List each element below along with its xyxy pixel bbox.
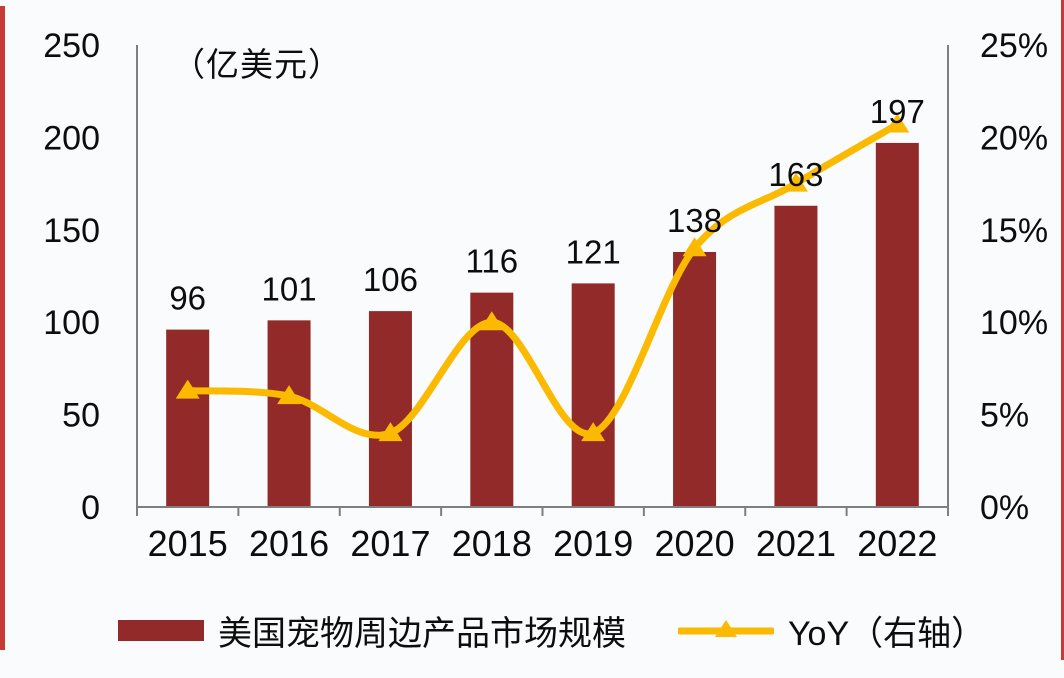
yoy-marker-2021	[783, 172, 808, 192]
bar-data-label-2020: 138	[667, 202, 722, 239]
yoy-marker-2015	[175, 379, 200, 399]
yoy-marker-2017	[378, 422, 403, 442]
bar-data-label-2021: 163	[768, 156, 823, 193]
x-axis-label-2016: 2016	[249, 523, 329, 564]
legend: 美国宠物周边产品市场规模 YoY（右轴）	[0, 608, 1064, 653]
left-border-strip	[0, 6, 5, 650]
x-axis-label-2022: 2022	[857, 523, 937, 564]
left-axis-tick-label-200: 200	[43, 119, 100, 157]
bar-data-label-2016: 101	[262, 270, 317, 307]
yoy-marker-2018	[479, 311, 504, 331]
yoy-marker-2016	[277, 385, 302, 405]
combo-bar-line-chart: 0 50 100 150 200 250 0% 5% 10% 15% 20% 25% 2015 2016 2…	[43, 27, 1048, 564]
bar-2022	[875, 142, 919, 507]
bar-data-label-2022: 197	[870, 93, 925, 130]
left-axis-tick-label-0: 0	[81, 489, 100, 527]
x-axis-label-2020: 2020	[655, 523, 735, 564]
left-axis-tick-label-100: 100	[43, 304, 100, 342]
right-axis-tick-label-0%: 0%	[980, 489, 1029, 527]
right-axis-tick-label-5%: 5%	[980, 397, 1029, 435]
bar-data-label-2018: 116	[466, 243, 519, 280]
x-axis-label-2019: 2019	[553, 523, 633, 564]
bar-data-label-2019: 121	[566, 233, 621, 270]
yoy-marker-2022	[885, 113, 910, 133]
line-series-swatch	[678, 620, 774, 637]
bar-2021	[774, 205, 818, 507]
bar-series-swatch	[118, 619, 204, 641]
right-axis-tick-label-25%: 25%	[980, 27, 1048, 65]
x-axis-label-2017: 2017	[350, 523, 430, 564]
yoy-marker-2020	[682, 237, 707, 257]
line-series-label: YoY（右轴）	[788, 614, 986, 653]
right-axis-tick-label-10%: 10%	[980, 304, 1048, 342]
bar-data-label-2017: 106	[363, 261, 418, 298]
x-axis-label-2015: 2015	[148, 523, 228, 564]
bar-2015	[166, 329, 210, 507]
bar-data-label-2015: 96	[169, 280, 206, 317]
legend-triangle-marker-icon	[715, 620, 737, 637]
x-axis-label-2018: 2018	[452, 523, 532, 564]
legend-item-market-size: 美国宠物周边产品市场规模	[118, 608, 626, 653]
bar-2020	[673, 251, 717, 507]
x-axis-label-2021: 2021	[756, 523, 836, 564]
bar-2019	[571, 283, 615, 507]
left-axis-tick-label-250: 250	[43, 27, 100, 65]
right-axis-tick-label-15%: 15%	[980, 212, 1048, 250]
right-axis-tick-label-20%: 20%	[980, 119, 1048, 157]
bar-2016	[267, 320, 311, 507]
bar-series-label: 美国宠物周边产品市场规模	[218, 614, 626, 653]
yoy-line	[184, 120, 901, 439]
left-axis-unit-label: （亿美元）	[172, 46, 342, 83]
right-border-strip	[1061, 0, 1064, 660]
bar-2017	[368, 311, 412, 507]
left-axis-tick-label-50: 50	[62, 397, 100, 435]
legend-item-yoy: YoY（右轴）	[678, 608, 986, 653]
yoy-marker-2019	[581, 422, 606, 442]
left-axis-tick-label-150: 150	[43, 212, 100, 250]
